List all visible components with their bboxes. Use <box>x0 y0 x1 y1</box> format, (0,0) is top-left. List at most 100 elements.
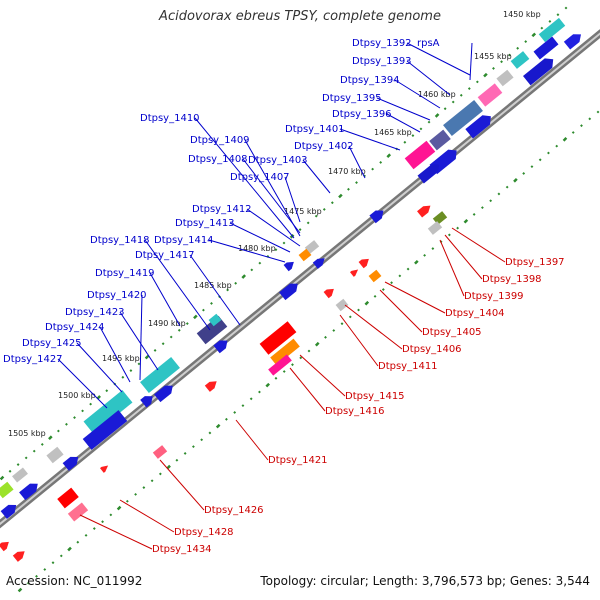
tick-dot <box>225 417 228 421</box>
reverse-gene-label: Dtpsy_1428 <box>174 527 234 538</box>
tick-dot <box>596 110 600 114</box>
tick-dot <box>250 268 254 272</box>
tick-label: 1500 kbp <box>58 391 96 400</box>
tick-dot <box>291 363 294 367</box>
gene-shape <box>100 465 109 473</box>
gene-shape <box>154 385 173 403</box>
tick-dot <box>398 274 402 278</box>
outer-tick-row <box>0 6 568 481</box>
tick-dot <box>338 193 343 199</box>
tick-dot <box>513 178 518 183</box>
inner-tick-row <box>17 110 600 593</box>
reverse-leader-line <box>79 514 153 550</box>
tick-dot <box>35 574 38 578</box>
forward-gene-label: Dtpsy_1396 <box>332 109 392 120</box>
gene-shape <box>429 129 451 151</box>
tick-dot <box>193 314 198 320</box>
reverse-leader-line <box>439 239 465 297</box>
tick-dot <box>32 449 36 453</box>
tick-dot <box>265 382 270 388</box>
tick-dot <box>538 158 542 162</box>
tick-dot <box>324 335 327 339</box>
forward-gene <box>12 467 28 483</box>
tick-dot <box>489 199 493 203</box>
forward-leader-line <box>406 60 451 96</box>
tick-dot <box>531 32 537 38</box>
accession-text: Accession: NC_011992 <box>6 574 143 588</box>
tick-dot <box>183 452 187 455</box>
tick-label: 1460 kbp <box>418 90 456 99</box>
tick-dot <box>56 429 60 433</box>
reverse-leader-line <box>235 419 269 461</box>
forward-gene <box>312 258 325 269</box>
tick-dot <box>386 153 392 158</box>
reverse-gene-label: Dtpsy_1406 <box>402 344 462 355</box>
tick-dot <box>226 288 230 292</box>
tick-dot <box>191 445 195 449</box>
tick-dot <box>379 161 383 164</box>
reverse-gene <box>259 321 297 355</box>
tick-dot <box>81 409 84 413</box>
tick-label: 1465 kbp <box>374 128 412 137</box>
forward-gene-label: Dtpsy_1395 <box>322 93 382 104</box>
forward-gene-label: Dtpsy_1403 <box>248 155 308 166</box>
gene-shape <box>270 338 300 366</box>
tick-dot <box>200 438 204 442</box>
tick-dot <box>234 281 238 285</box>
tick-label: 1470 kbp <box>328 167 366 176</box>
forward-gene <box>140 356 180 394</box>
reverse-gene-label: Dtpsy_1411 <box>378 361 438 372</box>
gene-shape <box>510 51 530 69</box>
forward-gene-label: Dtpsy_1394 <box>340 75 400 86</box>
tick-dot <box>65 422 68 426</box>
forward-gene-label: Dtpsy_1418 <box>90 235 150 246</box>
reverse-leader-line <box>299 354 346 397</box>
tick-dot <box>373 294 377 298</box>
forward-gene-label: Dtpsy_1414 <box>154 235 214 246</box>
gene-shape <box>83 390 133 434</box>
gene-shape <box>427 221 443 235</box>
tick-dot <box>459 93 463 97</box>
tick-dot <box>571 131 575 134</box>
forward-gene-label: Dtpsy_1420 <box>87 290 147 301</box>
gene-shape <box>19 483 38 501</box>
gene-shape <box>82 410 128 450</box>
forward-leader-line <box>139 294 143 381</box>
tick-dot <box>357 308 360 312</box>
tick-dot <box>480 206 484 210</box>
tick-dot <box>588 117 592 121</box>
reverse-leader-line <box>379 289 423 333</box>
gene-shape <box>283 261 294 272</box>
forward-gene-label: Dtpsy_1427 <box>3 354 63 365</box>
forward-gene <box>62 456 79 471</box>
gene-shape <box>404 140 436 170</box>
tick-dot <box>516 46 520 50</box>
tick-dot <box>16 463 20 466</box>
gene-shape <box>12 551 25 562</box>
tick-dot <box>547 151 550 155</box>
tick-label: 1480 kbp <box>238 244 276 253</box>
tick-dot <box>548 20 552 23</box>
gene-shape <box>213 340 228 354</box>
tick-dot <box>381 288 385 291</box>
forward-gene-label: Dtpsy_1409 <box>190 135 250 146</box>
gene-shape <box>0 481 14 499</box>
forward-gene-label: rpsA <box>417 38 440 49</box>
tick-dot <box>137 362 141 366</box>
forward-leader-line <box>284 176 301 223</box>
tick-dot <box>330 201 334 205</box>
tick-dot <box>76 540 80 544</box>
reverse-gene <box>335 298 349 312</box>
tick-dot <box>258 261 262 265</box>
map-footer: Accession: NC_011992 Topology: circular;… <box>0 574 600 594</box>
tick-dot <box>116 505 122 511</box>
gene-shape <box>259 321 297 355</box>
tick-dot <box>249 397 253 401</box>
gene-shape <box>538 17 566 43</box>
tick-dot <box>233 411 237 414</box>
gene-shape <box>533 36 559 60</box>
tick-dot <box>390 281 393 285</box>
tick-dot <box>105 389 109 393</box>
gene-shape <box>0 504 17 519</box>
forward-gene-label: Dtpsy_1402 <box>294 141 354 152</box>
